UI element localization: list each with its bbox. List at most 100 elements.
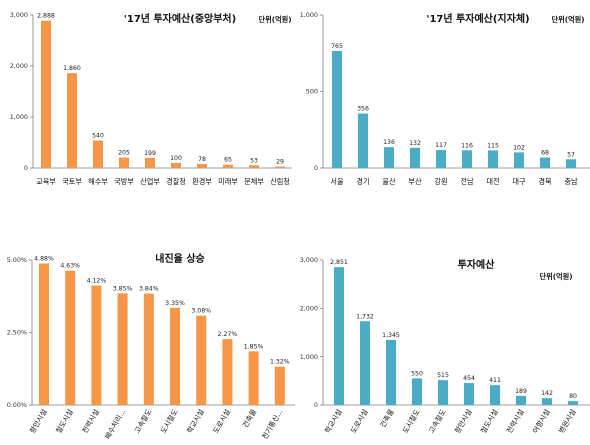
data-label: 78: [198, 156, 206, 163]
x-tick-label: 항만시설: [453, 408, 474, 435]
bar: [171, 162, 181, 168]
data-label: 3.35%: [165, 300, 185, 307]
bar: [360, 321, 370, 405]
data-label: 515: [437, 372, 449, 379]
chart-title: '17년 투자예산(중앙부처): [124, 12, 236, 25]
x-tick-label: 문체부: [244, 177, 264, 186]
data-label: 116: [461, 142, 473, 149]
unit-label: 단위(억원): [258, 15, 291, 24]
bar: [384, 147, 394, 168]
bar: [274, 366, 285, 405]
data-label: 3.08%: [191, 308, 211, 315]
x-tick-label: 건축물: [378, 407, 396, 429]
x-tick-label: 부산: [408, 177, 422, 186]
data-label: 356: [357, 106, 369, 113]
bar: [568, 401, 578, 405]
data-label: 117: [435, 142, 447, 149]
y-tick-label: 0: [314, 401, 318, 409]
chart-panel-1: 0 1,000 2,000 3,000 2,888 교육부 1,860 국토부 540 해수부 20…: [10, 11, 292, 186]
data-label: 540: [92, 132, 104, 139]
data-label: 1.85%: [244, 343, 264, 350]
bar: [196, 315, 207, 405]
bar: [143, 293, 154, 405]
data-label: 53: [250, 157, 258, 164]
chart-panel-4: 0 1,000 2,000 3,000 2,851 학교시설 1,732 도로시설 1,345 건…: [300, 256, 590, 435]
x-tick-label: 병원시설: [557, 408, 578, 435]
chart-panel-3: 0.00% 2.50% 5.00% 4.88% 항만시설 4.63% 철도시설 4.12% 전력…: [7, 252, 295, 441]
bar: [222, 339, 233, 405]
y-tick-label: 3,000: [300, 256, 318, 264]
x-tick-label: 철도시설: [479, 408, 500, 435]
data-label: 100: [170, 155, 182, 162]
y-tick-label: 1,000: [10, 113, 28, 121]
x-tick-label: 폐수처리...: [103, 408, 127, 441]
data-label: 68: [541, 150, 549, 157]
bar: [542, 398, 552, 405]
data-label: 1,860: [63, 65, 81, 72]
y-tick-label: 1,000: [300, 11, 318, 19]
data-label: 3.85%: [113, 285, 133, 292]
chart-title: 내진율 상승: [155, 252, 204, 265]
bar: [145, 157, 155, 168]
x-tick-label: 충남: [564, 177, 578, 186]
bar: [332, 50, 342, 168]
x-tick-label: 경기: [356, 177, 369, 186]
y-tick-label: 5.00%: [7, 256, 27, 264]
data-label: 4.88%: [34, 255, 54, 262]
chart-title: 투자예산: [458, 258, 496, 271]
data-label: 136: [383, 139, 395, 146]
y-tick-label: 500: [306, 88, 318, 96]
data-label: 765: [331, 43, 343, 50]
bar: [197, 164, 207, 168]
data-label: 205: [118, 150, 130, 157]
x-tick-label: 전력시설: [80, 408, 101, 435]
y-tick-label: 2,000: [300, 305, 318, 313]
bar: [438, 380, 448, 405]
x-tick-label: 어항시설: [531, 408, 552, 435]
bar: [275, 166, 285, 168]
x-tick-label: 도로시설: [211, 408, 232, 435]
x-tick-label: 대구: [512, 177, 526, 186]
data-label: 132: [409, 140, 421, 147]
x-tick-label: 국토부: [62, 177, 82, 186]
data-label: 142: [541, 390, 553, 397]
x-tick-label: 학교시설: [185, 408, 206, 435]
data-label: 29: [276, 159, 284, 166]
bar: [514, 152, 524, 168]
x-tick-label: 고속철도: [427, 407, 448, 435]
x-tick-label: 고속철도: [133, 407, 154, 435]
y-tick-label: 3,000: [10, 11, 28, 19]
bar: [386, 339, 396, 405]
bar: [462, 150, 472, 168]
bar: [358, 113, 368, 168]
y-tick-label: 1,000: [300, 353, 318, 361]
y-tick-label: 0.00%: [7, 401, 27, 409]
data-label: 2.27%: [218, 331, 238, 338]
bar: [488, 150, 498, 168]
bar: [249, 165, 259, 168]
x-tick-label: 도시철도: [401, 407, 422, 435]
data-label: 550: [411, 370, 423, 377]
x-tick-label: 강원: [434, 177, 447, 186]
data-label: 1,345: [382, 332, 400, 339]
chart-title: '17년 투자예산(지자체): [426, 12, 529, 25]
x-tick-label: 철도시설: [54, 408, 75, 435]
x-tick-label: 산업부: [140, 177, 160, 186]
x-tick-label: 교육부: [36, 177, 56, 186]
chart-panel-2: 0 500 1,000 765 서울 356 경기 136 울산 132 부산 117 강원 116 전남 1…: [300, 11, 590, 186]
data-label: 65: [224, 157, 232, 164]
bar: [39, 263, 49, 405]
x-tick-label: 경북: [538, 177, 552, 186]
y-tick-label: 2.50%: [7, 329, 27, 337]
data-label: 80: [569, 393, 577, 400]
x-tick-label: 서울: [330, 177, 344, 186]
data-label: 3.84%: [139, 286, 159, 293]
bar: [412, 378, 422, 405]
x-tick-label: 도시철도: [159, 407, 180, 435]
x-tick-label: 환경부: [192, 177, 212, 186]
data-label: 2,888: [37, 13, 55, 20]
x-tick-label: 건축물: [241, 407, 259, 429]
y-tick-label: 2,000: [10, 62, 28, 70]
x-tick-label: 경찰청: [166, 177, 186, 186]
